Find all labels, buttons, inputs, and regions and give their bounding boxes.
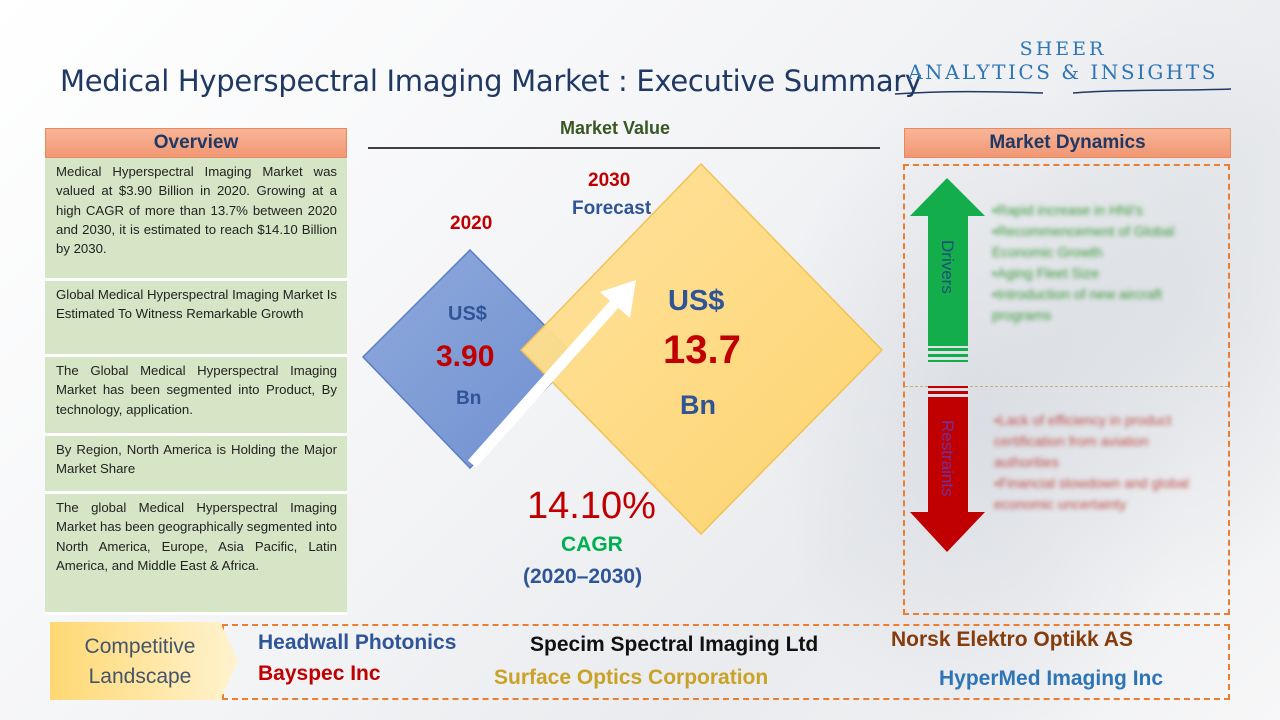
competitive-chevron-icon [50, 622, 238, 700]
market-dynamics-divider [905, 386, 1228, 387]
unit-2020: Bn [456, 388, 482, 409]
overview-header: Overview [45, 128, 347, 158]
competitive-label-line-2: Landscape [88, 665, 192, 688]
drivers-label: Drivers [938, 240, 957, 294]
diamond-2020 [361, 248, 578, 470]
unit-2030: Bn [680, 390, 716, 420]
restraint-item: Financial slowdown and global economic u… [994, 473, 1214, 515]
currency-2030: US$ [668, 285, 725, 317]
driver-item: Rapid increase in HNI's [992, 200, 1212, 221]
company-name: Norsk Elektro Optikk AS [891, 628, 1133, 651]
company-name: Headwall Photonics [258, 631, 457, 654]
market-dynamics-box [903, 164, 1230, 615]
overview-item: Medical Hyperspectral Imaging Market was… [45, 158, 347, 281]
year-2030-label: 2030 [588, 170, 631, 191]
dynamics-arrows [910, 178, 985, 552]
restraints-label: Restraints [938, 420, 957, 497]
company-name: Bayspec Inc [258, 662, 381, 685]
brand-swash-icon [894, 88, 1232, 95]
company-name: Specim Spectral Imaging Ltd [530, 633, 819, 656]
cagr-value: 14.10% [527, 485, 656, 527]
driver-item: Introduction of new aircraft programs [992, 284, 1212, 326]
forecast-label: Forecast [572, 198, 652, 219]
restraints-list: Lack of efficiency in product certificat… [994, 410, 1214, 515]
cagr-range: (2020–2030) [523, 565, 643, 588]
overview-item: Global Medical Hyperspectral Imaging Mar… [45, 281, 347, 357]
drivers-list: Rapid increase in HNI's Recommencement o… [992, 200, 1212, 326]
brand-line-1: SHEER [1019, 38, 1107, 60]
overview-list: Medical Hyperspectral Imaging Market was… [45, 158, 347, 615]
market-value-title: Market Value [560, 118, 671, 138]
overview-item: The global Medical Hyperspectral Imaging… [45, 494, 347, 615]
market-dynamics-header: Market Dynamics [904, 128, 1231, 158]
brand-line-2: ANALYTICS & INSIGHTS [908, 60, 1218, 84]
cagr-label: CAGR [561, 533, 623, 556]
diamond-2030 [519, 162, 884, 536]
competitive-landscape-label: Competitive Landscape [60, 632, 220, 692]
market-value-divider [368, 147, 880, 149]
year-2020-label: 2020 [450, 213, 493, 234]
brand-logo: SHEER ANALYTICS & INSIGHTS [893, 38, 1233, 98]
overview-item: The Global Medical Hyperspectral Imaging… [45, 357, 347, 436]
drivers-up-arrow-icon [910, 178, 985, 362]
growth-arrow-icon [467, 280, 636, 468]
restraint-item: Lack of efficiency in product certificat… [994, 410, 1214, 473]
restraints-down-arrow-icon [910, 386, 985, 552]
company-name: Surface Optics Corporation [494, 666, 769, 689]
overview-item: By Region, North America is Holding the … [45, 436, 347, 494]
competitive-label-line-1: Competitive [84, 635, 196, 658]
value-2030: 13.7 [663, 328, 741, 372]
driver-item: Recommencement of Global Economic Growth [992, 221, 1212, 263]
driver-item: Aging Fleet Size [992, 263, 1212, 284]
value-2020: 3.90 [436, 340, 495, 373]
company-name: HyperMed Imaging Inc [939, 667, 1164, 690]
page-title: Medical Hyperspectral Imaging Market : E… [60, 64, 922, 98]
currency-2020: US$ [448, 303, 487, 325]
